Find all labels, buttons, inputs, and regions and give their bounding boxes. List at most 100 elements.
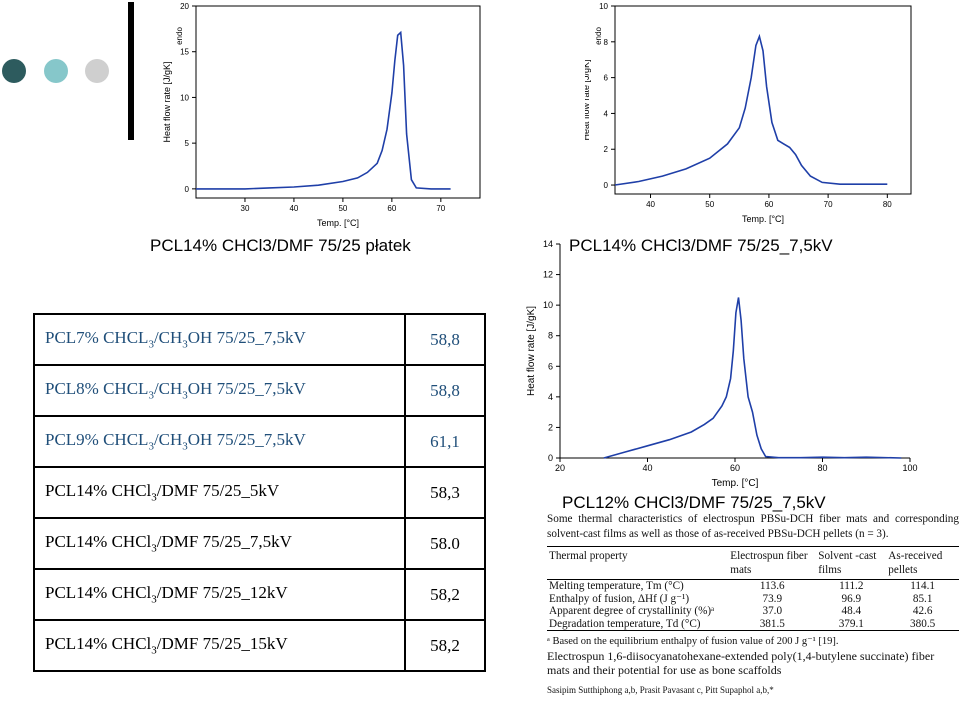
subscript: 3 — [182, 338, 188, 351]
caption-pcl12: PCL12% CHCl3/DMF 75/25_7,5kV — [562, 493, 826, 512]
x-tick-label: 20 — [555, 463, 565, 473]
x-tick-label: 40 — [642, 463, 652, 473]
decor-dot-dark — [2, 59, 26, 83]
dsc-chart-pcl12: 20 40 60 80 100 0 2 4 6 8 10 12 14 Temp. [°C] Heat flo… — [520, 232, 930, 500]
paper-cell: 85.1 — [912, 592, 933, 605]
x-tick-label: 60 — [730, 463, 740, 473]
x-tick-label: 50 — [705, 200, 714, 209]
paper-cell: 381.5 — [728, 617, 817, 631]
result-sample-name: PCL14% CHCl3/DMF 75/25_5kV — [33, 466, 406, 519]
result-melting-temp: 58,8 — [404, 313, 486, 366]
y-tick-label: 5 — [185, 139, 190, 148]
result-sample-name: PCL14% CHCl3/DMF 75/25_7,5kV — [33, 517, 406, 570]
paper-row: Degradation temperature, Td (°C) 381.5 3… — [547, 617, 959, 631]
subscript: 3 — [182, 389, 188, 402]
decor-dot-teal — [44, 59, 68, 83]
x-tick-label: 30 — [241, 204, 250, 213]
endo-annotation: endo — [594, 27, 603, 45]
paper-cell: 73.9 — [762, 592, 783, 605]
name-part: PCL7% CHCL — [45, 328, 149, 348]
name-part: /DMF 75/25_15kV — [156, 634, 288, 654]
x-axis-label: Temp. [°C] — [317, 218, 359, 228]
name-part: PCL8% CHCL — [45, 379, 149, 399]
name-part: /CH — [153, 430, 183, 450]
paper-cell: 114.1 — [910, 580, 936, 592]
paper-reference-title: Electrospun 1,6-diisocyanatohexane-exten… — [547, 649, 935, 677]
y-tick-label: 8 — [548, 331, 553, 341]
paper-authors: Sasipim Sutthiphong a,b, Prasit Pavasant… — [547, 685, 774, 695]
subscript: 3 — [151, 593, 157, 606]
paper-cell: 113.6 — [759, 580, 785, 592]
paper-header-films: Solvent -cast films — [816, 546, 887, 580]
y-axis-label: Heat flow rate [J/gK] — [526, 306, 537, 396]
paper-table-caption: Some thermal characteristics of electros… — [547, 513, 959, 540]
paper-footnote: ᵃ Based on the equilibrium enthalpy of f… — [547, 636, 839, 647]
y-tick-label: 6 — [548, 361, 553, 371]
caption-7-5kv: PCL14% CHCl3/DMF 75/25_7,5kV — [569, 236, 833, 255]
endo-annotation: endo — [175, 27, 184, 45]
paper-thermal-table: Thermal property Electrospun fiber mats … — [547, 546, 959, 631]
paper-header-fiber: Electrospun fiber mats — [728, 546, 817, 580]
name-part: /CH — [153, 379, 183, 399]
paper-cell: 48.4 — [841, 605, 862, 617]
paper-cell: 42.6 — [912, 605, 933, 617]
paper-row: Enthalpy of fusion, ΔHf (J g⁻¹) 73.9 96.… — [547, 593, 959, 606]
result-melting-temp: 58,8 — [404, 364, 486, 417]
name-part: OH 75/25_7,5kV — [187, 430, 306, 450]
result-row: PCL7% CHCL3/CH3OH 75/25_7,5kV 58,8 — [33, 313, 486, 366]
x-axis-label: Temp. [°C] — [742, 214, 784, 224]
paper-row: Apparent degree of crystallinity (%)ᵃ 37… — [547, 605, 959, 618]
x-tick-label: 70 — [824, 200, 833, 209]
melting-temperature-table: PCL7% CHCL3/CH3OH 75/25_7,5kV 58,8 PCL8% C… — [33, 313, 486, 672]
subscript: 3 — [151, 491, 157, 504]
y-tick-label: 0 — [604, 181, 609, 190]
dsc-curve — [196, 30, 451, 190]
subscript: 3 — [151, 542, 157, 555]
dsc-chart-pcl12-svg: 20 40 60 80 100 0 2 4 6 8 10 12 14 Temp. [°C] Heat flo… — [526, 239, 918, 489]
name-part: PCL14% CHCl — [45, 583, 152, 603]
x-axis-label: Temp. [°C] — [712, 478, 759, 489]
name-part: /DMF 75/25_5kV — [156, 481, 280, 501]
x-tick-label: 80 — [817, 463, 827, 473]
plot-frame — [195, 5, 481, 199]
dsc-chart-7-5kv-svg: 40 50 60 70 80 0 2 4 6 8 10 Temp. [°C] Heat flow rat… — [585, 2, 912, 224]
y-tick-label: 2 — [548, 422, 553, 432]
name-part: /DMF 75/25_12kV — [156, 583, 288, 603]
dsc-chart-platek-svg: 30 40 50 60 70 0 5 10 15 20 Temp. [°C] Heat flow ra… — [162, 2, 481, 228]
result-sample-name: PCL7% CHCL3/CH3OH 75/25_7,5kV — [33, 313, 406, 366]
result-melting-temp: 58.0 — [404, 517, 486, 570]
result-sample-name: PCL14% CHCl3/DMF 75/25_12kV — [33, 568, 406, 621]
subscript: 3 — [151, 644, 157, 657]
y-tick-label: 12 — [543, 270, 553, 280]
paper-cell: 380.5 — [886, 617, 959, 631]
y-tick-label: 20 — [180, 2, 189, 11]
dsc-curve — [614, 33, 888, 186]
x-tick-label: 50 — [338, 204, 347, 213]
paper-cell: Enthalpy of fusion, ΔHf (J g⁻¹) — [549, 592, 690, 605]
result-row: PCL9% CHCL3/CH3OH 75/25_7,5kV 61,1 — [33, 415, 486, 468]
dsc-curve — [603, 297, 902, 459]
name-part: PCL14% CHCl — [45, 634, 152, 654]
y-axis-label: Heat flow rate [J/gK] — [162, 61, 172, 142]
result-melting-temp: 58,3 — [404, 466, 486, 519]
x-tick-label: 40 — [646, 200, 655, 209]
paper-cell: Apparent degree of crystallinity (%)ᵃ — [549, 605, 715, 617]
x-tick-label: 60 — [387, 204, 396, 213]
paper-header-pellets: As-received pellets — [886, 546, 959, 580]
paper-header-property: Thermal property — [547, 546, 729, 580]
result-sample-name: PCL9% CHCL3/CH3OH 75/25_7,5kV — [33, 415, 406, 468]
subscript: 3 — [148, 338, 154, 351]
paper-cell: 96.9 — [841, 592, 862, 605]
name-part: PCL14% CHCl — [45, 481, 152, 501]
name-part: OH 75/25_7,5kV — [187, 379, 306, 399]
paper-cell: 111.2 — [839, 580, 864, 592]
result-melting-temp: 58,2 — [404, 619, 486, 672]
dsc-chart-7-5kv: 40 50 60 70 80 0 2 4 6 8 10 Temp. [°C] Heat flow rat… — [585, 0, 915, 235]
result-row: PCL14% CHCl3/DMF 75/25_15kV 58,2 — [33, 619, 486, 672]
y-tick-label: 4 — [548, 392, 553, 402]
x-tick-label: 60 — [764, 200, 773, 209]
subscript: 3 — [182, 440, 188, 453]
result-row: PCL14% CHCl3/DMF 75/25_7,5kV 58.0 — [33, 517, 486, 570]
name-part: PCL14% CHCl — [45, 532, 152, 552]
paper-cell: Degradation temperature, Td (°C) — [547, 617, 729, 631]
